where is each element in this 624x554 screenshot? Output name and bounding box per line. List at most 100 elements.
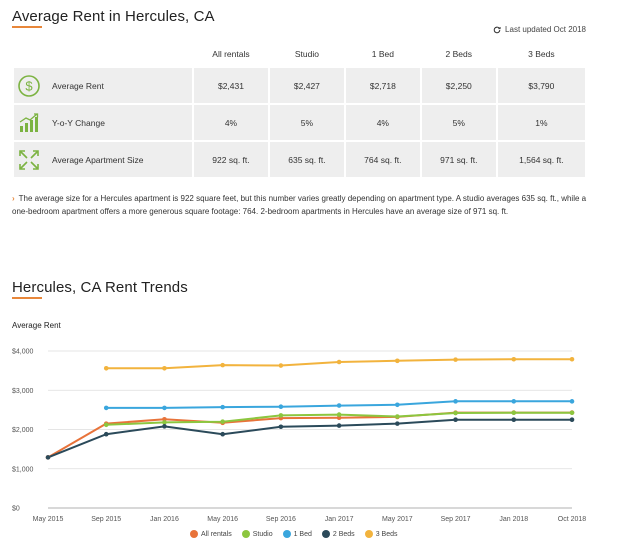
note-text: The average size for a Hercules apartmen… [12, 194, 587, 216]
y-tick-label: $2,000 [12, 427, 34, 434]
data-point [569, 410, 575, 416]
table-cell: 5% [269, 105, 344, 140]
legend-item[interactable]: All rentals [190, 530, 232, 538]
table-cell: $2,431 [194, 68, 268, 103]
title-underline [12, 26, 42, 28]
x-tick-label: Jan 2016 [150, 516, 179, 523]
row-label-cell: Y-o-Y Change [14, 105, 192, 140]
table-cell: $2,718 [345, 68, 420, 103]
data-point [162, 365, 167, 371]
data-point [103, 422, 109, 428]
legend-swatch [321, 530, 330, 538]
y-tick-label: $0 [12, 506, 20, 513]
column-header: 2 Beds [421, 42, 496, 66]
data-point [453, 410, 458, 416]
data-point [220, 431, 225, 437]
x-tick-label: May 2017 [382, 516, 413, 523]
x-tick-label: May 2016 [207, 516, 238, 523]
data-point [569, 417, 575, 422]
data-point [336, 412, 342, 417]
legend-item[interactable]: 2 Beds [321, 530, 355, 538]
table-cell: 971 sq. ft. [421, 142, 496, 177]
data-point [453, 399, 458, 404]
y-tick-label: $1,000 [12, 466, 34, 473]
table-cell: 635 sq. ft. [269, 142, 344, 177]
column-header: 1 Bed [345, 42, 420, 66]
table-row: Y-o-Y Change 4% 5% 4% 5% 1% [14, 105, 585, 140]
trends-title-underline [12, 297, 42, 299]
page-title: Average Rent in Hercules, CA [12, 8, 215, 25]
table-cell: $3,790 [497, 68, 585, 103]
data-point [336, 359, 342, 365]
data-point [395, 421, 400, 426]
legend-item[interactable]: 3 Beds [364, 530, 398, 538]
refresh-icon [493, 26, 501, 33]
table-cell: 4% [345, 105, 420, 140]
data-point [103, 431, 109, 437]
row-label-cell: Average Apartment Size [14, 142, 192, 177]
data-point [220, 404, 225, 410]
data-point [162, 424, 167, 429]
x-tick-label: Jan 2018 [499, 516, 528, 523]
apartment-size-note: › The average size for a Hercules apartme… [12, 192, 602, 218]
data-point [511, 410, 517, 416]
data-point [220, 362, 225, 368]
chart-legend: All rentals Studio 1 Bed 2 Beds 3 Beds [190, 530, 397, 538]
x-tick-label: Sep 2017 [441, 516, 471, 523]
table-row: $ Average Rent $2,431 $2,427 $2,718 $2,2… [14, 68, 585, 103]
data-point [162, 405, 167, 411]
row-label: Y-o-Y Change [52, 117, 105, 128]
legend-swatch [241, 530, 250, 538]
column-header: All rentals [194, 42, 268, 66]
table-cell: $2,427 [269, 68, 344, 103]
legend-swatch [364, 530, 373, 538]
last-updated: Last updated Oct 2018 [493, 25, 586, 34]
table-cell: 1,564 sq. ft. [497, 142, 585, 177]
rent-table: All rentals Studio 1 Bed 2 Beds 3 Beds $… [12, 40, 587, 179]
data-point [162, 420, 167, 425]
data-point [511, 399, 517, 404]
legend-label: 3 Beds [375, 530, 398, 538]
data-point [395, 414, 400, 419]
column-header: 3 Beds [497, 42, 585, 66]
table-cell: 4% [194, 105, 268, 140]
column-header: Studio [269, 42, 344, 66]
legend-swatch [282, 530, 291, 538]
last-updated-text: Last updated Oct 2018 [505, 25, 586, 34]
legend-label: 2 Beds [332, 530, 355, 538]
svg-text:$: $ [25, 78, 33, 93]
growth-chart-icon [14, 108, 44, 138]
data-point [453, 357, 458, 362]
x-tick-label: Oct 2018 [558, 516, 587, 523]
series-line [47, 418, 572, 459]
legend-item[interactable]: 1 Bed [282, 530, 312, 538]
data-point [278, 424, 284, 430]
trends-title: Hercules, CA Rent Trends [12, 279, 188, 296]
table-cell: 5% [421, 105, 496, 140]
data-point [395, 402, 400, 408]
dollar-icon: $ [14, 71, 44, 101]
data-point [569, 356, 575, 362]
data-point [103, 405, 109, 411]
data-point [336, 423, 342, 428]
table-cell: $2,250 [421, 68, 496, 103]
table-header-empty [14, 42, 192, 66]
chevron-right-icon: › [12, 194, 15, 203]
data-point [278, 363, 284, 368]
data-point [278, 404, 284, 410]
legend-label: 1 Bed [293, 530, 312, 538]
legend-item[interactable]: Studio [241, 530, 273, 538]
table-header-row: All rentals Studio 1 Bed 2 Beds 3 Beds [14, 42, 585, 66]
legend-label: All rentals [201, 530, 232, 538]
legend-label: Studio [252, 530, 273, 538]
data-point [278, 413, 284, 418]
table-cell: 922 sq. ft. [194, 142, 268, 177]
x-tick-label: May 2015 [33, 516, 64, 523]
data-point [220, 419, 225, 424]
x-tick-label: Jan 2017 [325, 516, 354, 523]
data-point [511, 417, 517, 422]
expand-arrows-icon [14, 145, 44, 175]
data-point [511, 356, 517, 362]
legend-swatch [190, 530, 198, 538]
x-tick-label: Sep 2016 [266, 516, 296, 523]
